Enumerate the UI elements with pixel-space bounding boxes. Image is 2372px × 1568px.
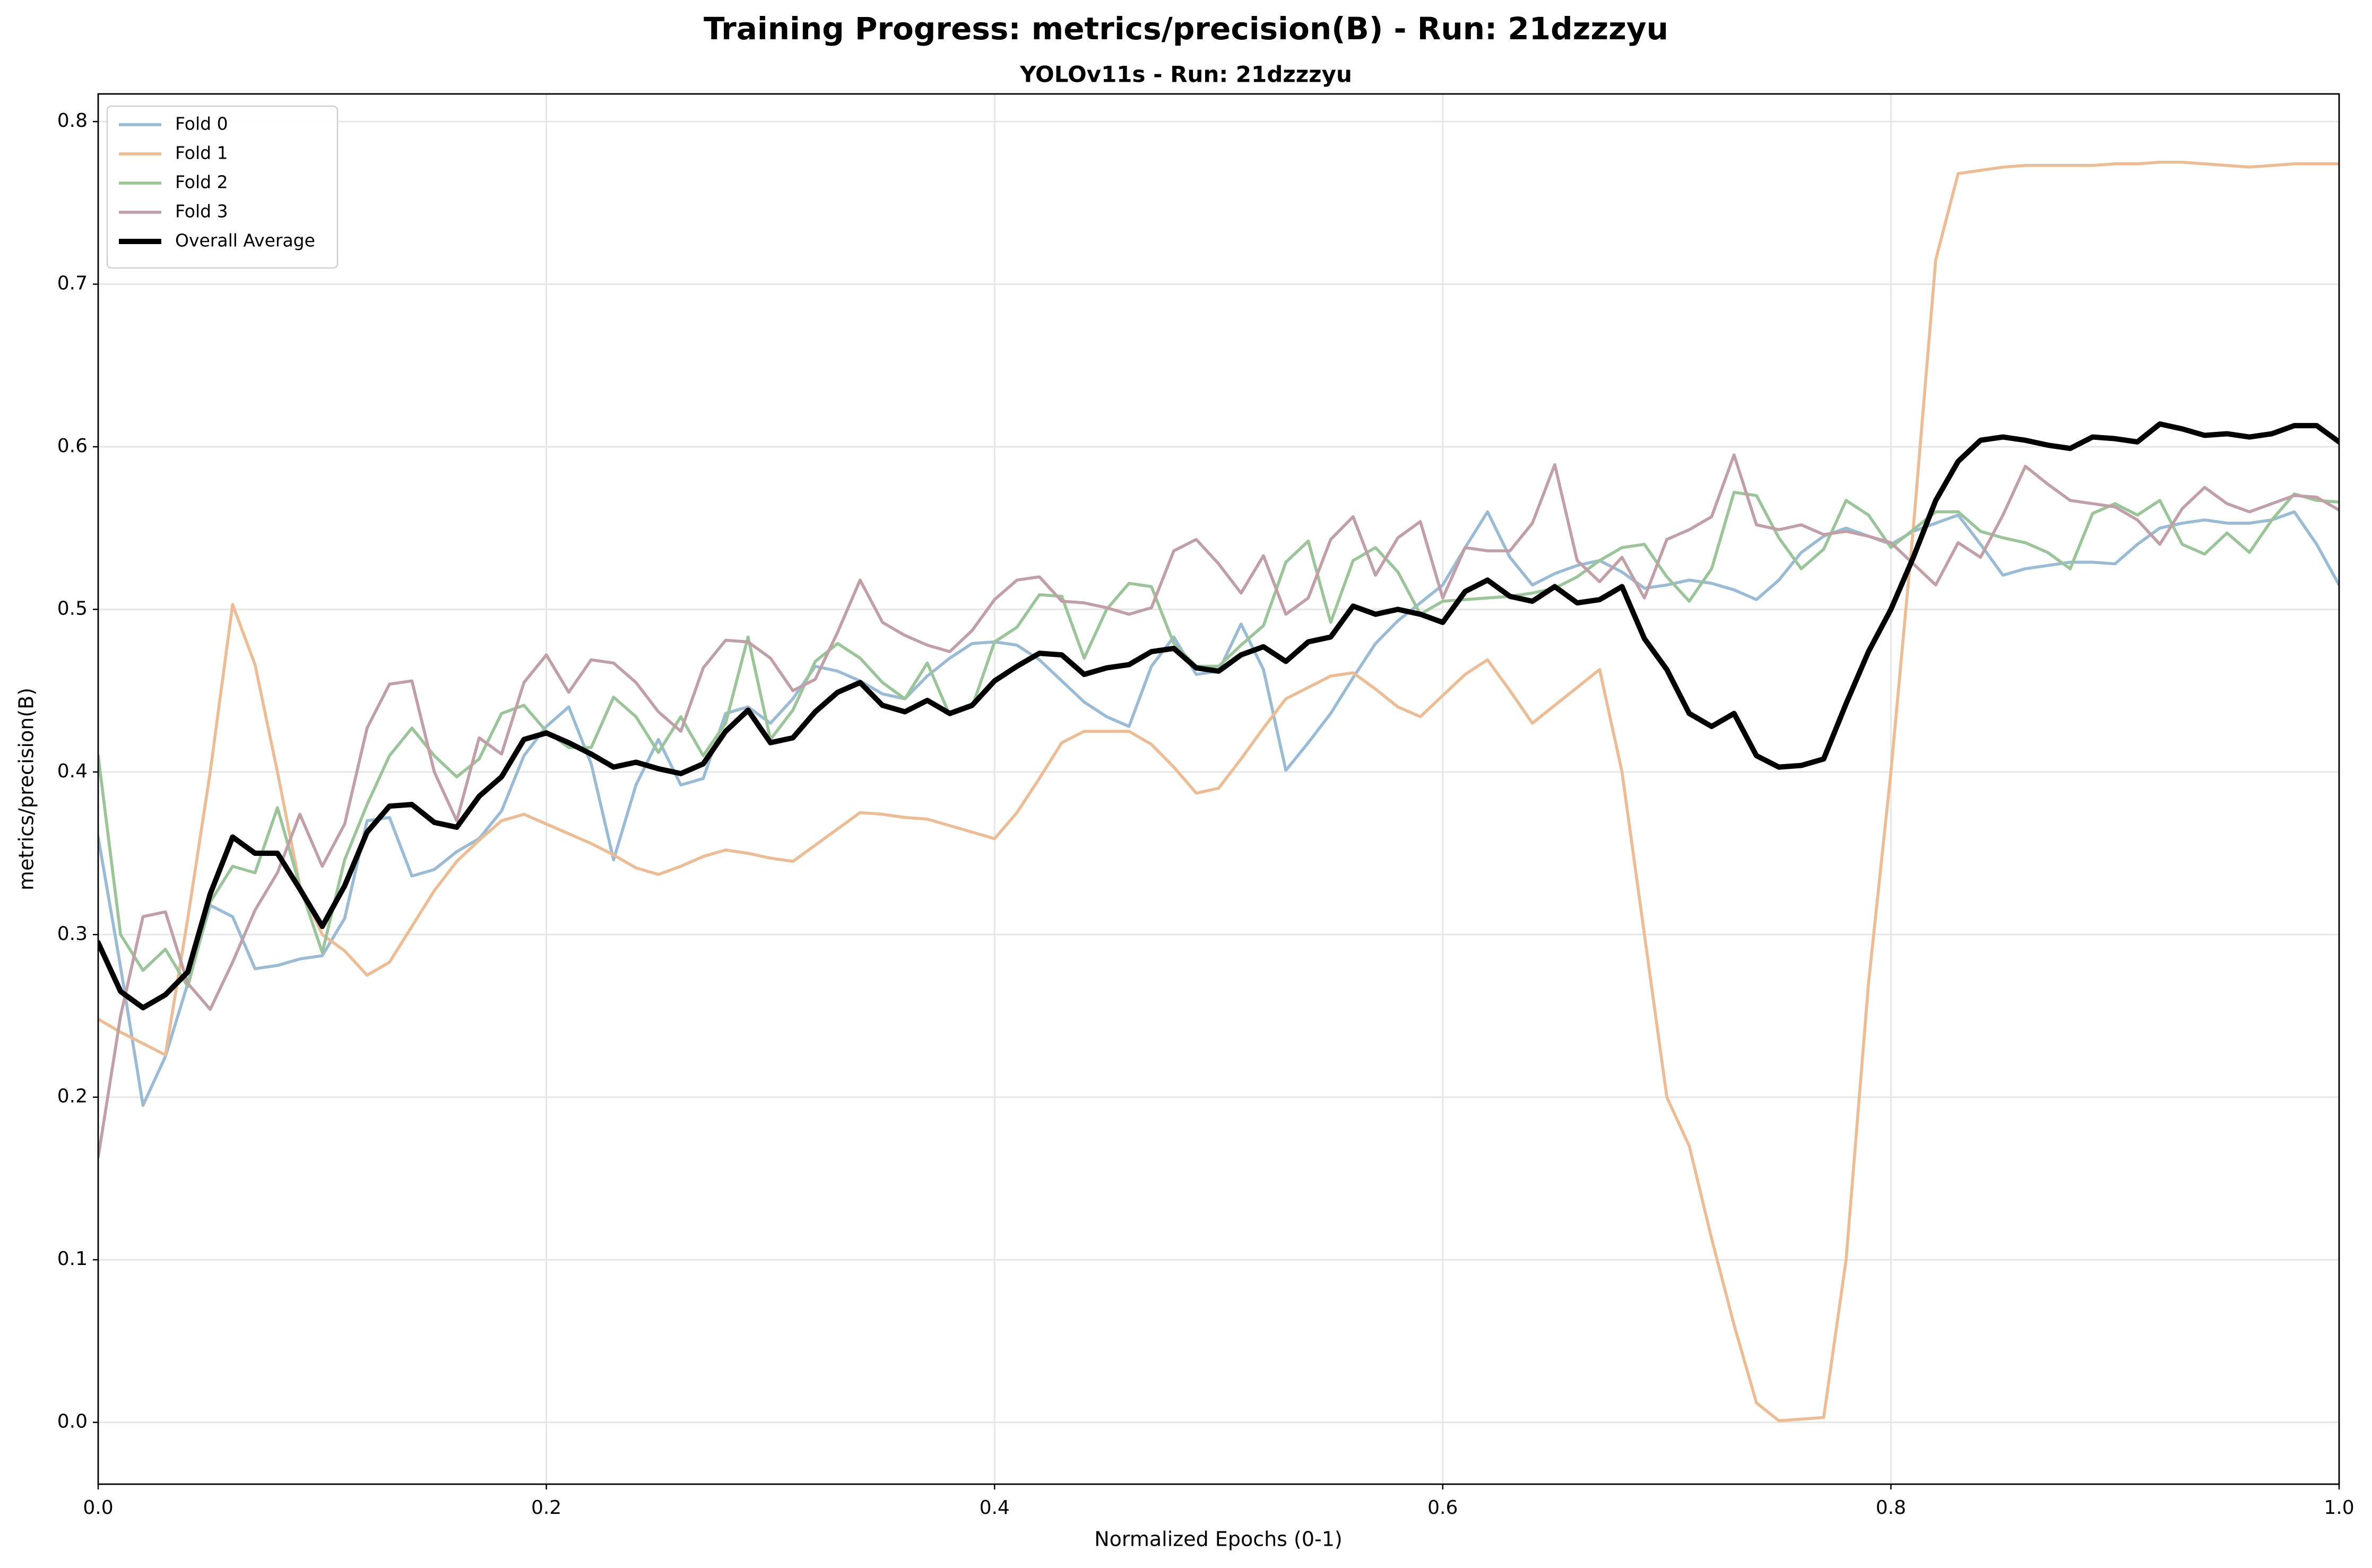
legend-label: Overall Average <box>175 230 315 251</box>
y-axis-label: metrics/precision(B) <box>15 688 38 890</box>
x-tick-label: 0.4 <box>980 1497 1010 1519</box>
x-tick-label: 0.8 <box>1876 1497 1906 1519</box>
legend-label: Fold 2 <box>175 172 228 193</box>
y-tick-label: 0.1 <box>57 1248 88 1270</box>
x-tick-label: 0.6 <box>1427 1497 1458 1519</box>
x-tick-label: 1.0 <box>2324 1497 2354 1519</box>
x-tick-label: 0.2 <box>531 1497 561 1519</box>
y-tick-label: 0.4 <box>57 760 88 782</box>
series-line <box>98 453 2339 1159</box>
legend-label: Fold 0 <box>175 114 228 134</box>
x-tick-label: 0.0 <box>83 1497 113 1519</box>
chart-title: Training Progress: metrics/precision(B) … <box>704 11 1668 47</box>
y-tick-label: 0.0 <box>57 1411 88 1433</box>
series-line <box>98 421 2339 1011</box>
plot-lines <box>98 160 2339 1423</box>
plot-frame <box>97 93 2340 1485</box>
series-line <box>98 160 2339 1423</box>
y-tick-label: 0.3 <box>57 923 88 945</box>
legend-label: Fold 3 <box>175 201 228 222</box>
chart-subtitle: YOLOv11s - Run: 21dzzzyu <box>1019 62 1352 88</box>
y-tick-label: 0.6 <box>57 435 88 457</box>
y-tick-label: 0.5 <box>57 597 88 619</box>
y-tick-label: 0.2 <box>57 1086 88 1107</box>
y-tick-label: 0.8 <box>57 110 88 132</box>
legend-box <box>106 105 339 269</box>
x-axis-label: Normalized Epochs (0-1) <box>1094 1528 1343 1551</box>
legend-label: Fold 1 <box>175 143 228 163</box>
y-tick-label: 0.7 <box>57 273 88 294</box>
